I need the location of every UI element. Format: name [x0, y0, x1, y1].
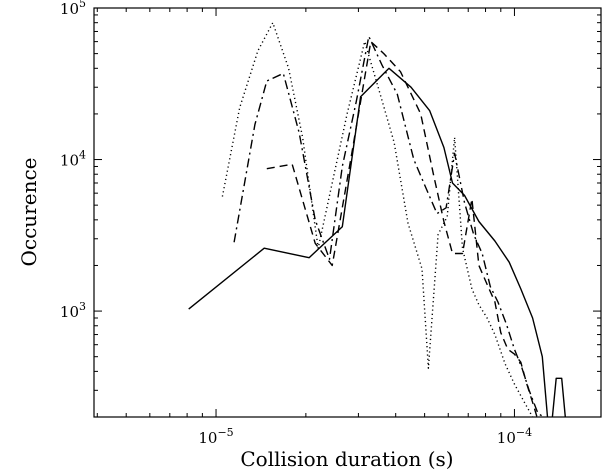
- x-tick-label-exponent: −5: [217, 426, 233, 439]
- y-axis-title: Occurence: [17, 158, 41, 267]
- x-tick-label-base: 10: [497, 429, 516, 447]
- y-tick-label-exponent: 3: [79, 300, 86, 313]
- x-tick-label: 10−5: [198, 426, 233, 447]
- plot-frame: [93, 7, 602, 418]
- series-line-solid: [188, 67, 549, 418]
- y-tick-label: 103: [60, 300, 86, 321]
- y-tick-label-base: 10: [60, 152, 79, 170]
- y-tick-label: 105: [60, 0, 86, 18]
- series-layer: [188, 22, 566, 418]
- y-tick-label-exponent: 4: [79, 149, 86, 162]
- x-tick-label: 10−4: [497, 426, 532, 447]
- y-tick-label: 104: [60, 149, 86, 170]
- series-line-dotted: [221, 22, 534, 418]
- series-line-dashed: [266, 40, 538, 418]
- series-line-solid: [551, 377, 566, 418]
- y-tick-label-base: 10: [60, 303, 79, 321]
- x-axis-title: Collision duration (s): [240, 447, 453, 471]
- x-tick-label-exponent: −4: [516, 426, 532, 439]
- series-line-dashdot: [233, 35, 545, 418]
- y-tick-label-base: 10: [60, 0, 79, 18]
- tick-marks: [94, 7, 601, 418]
- y-tick-label-exponent: 5: [79, 0, 86, 10]
- x-tick-label-base: 10: [198, 429, 217, 447]
